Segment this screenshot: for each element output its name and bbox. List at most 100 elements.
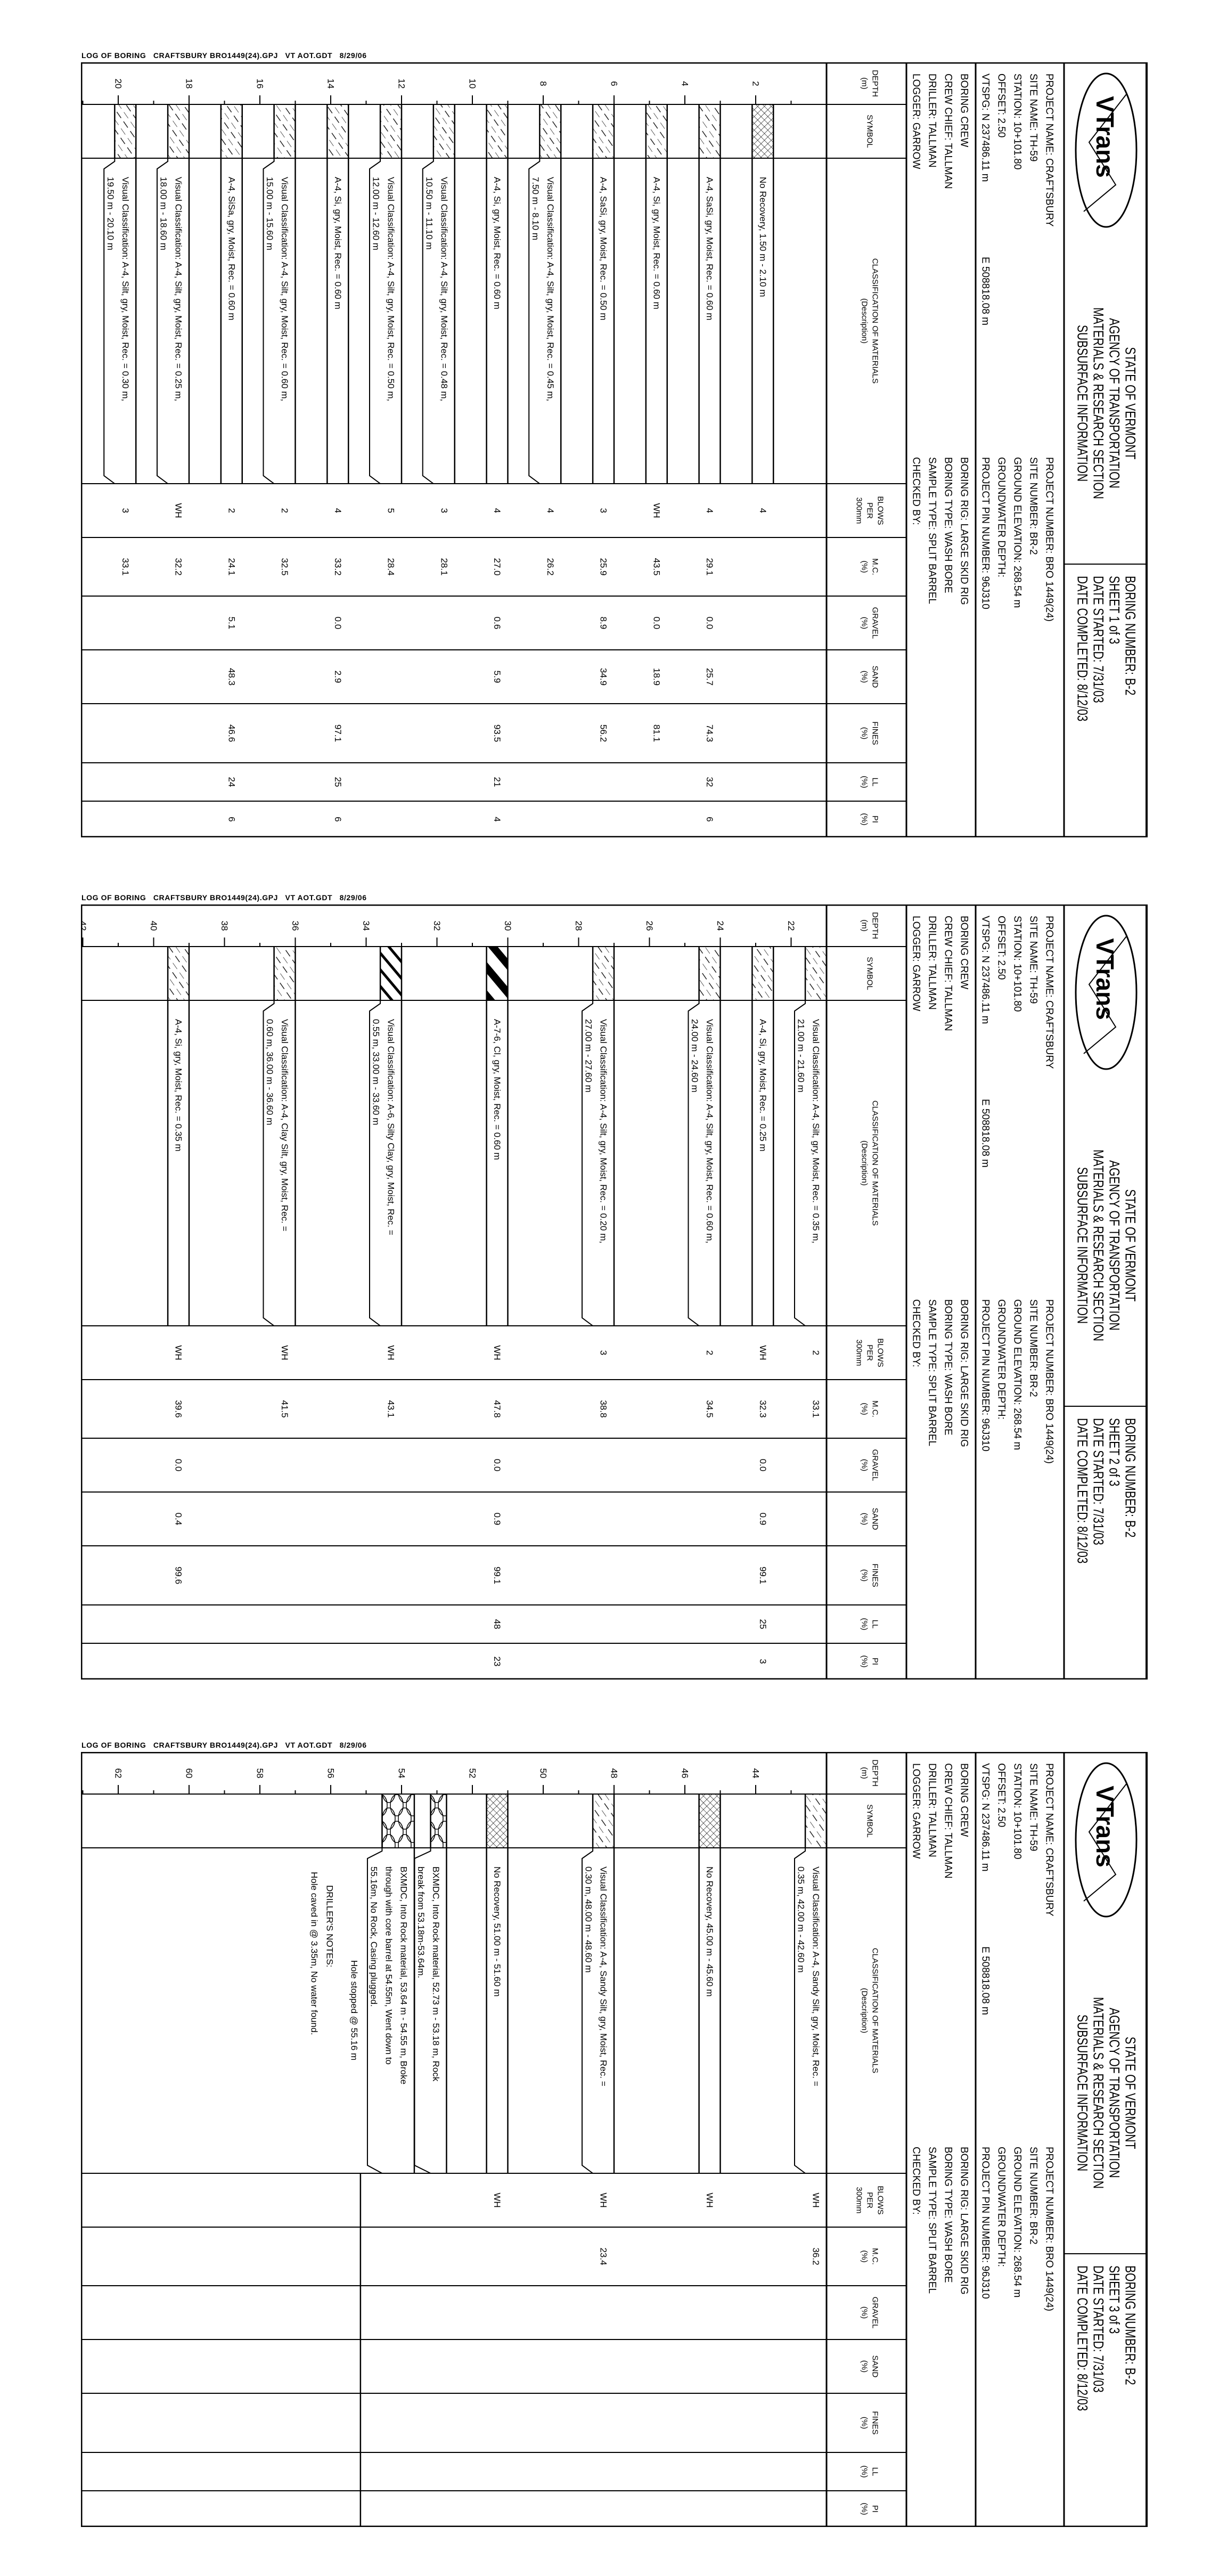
vtspg-easting: E 508818.08 m	[980, 1099, 991, 1168]
agency-title-line: AGENCY OF TRANSPORTATION	[1106, 318, 1122, 488]
sample-interval: A-4, Si, gry, Moist, Rec. = 0.60 m WH 43.5…	[645, 104, 668, 742]
project-info-field: PROJECT NAME: CRAFTSBURY	[1044, 916, 1055, 1069]
sample-interval: No Recovery, 1.50 m - 2.10 m 4	[751, 104, 774, 513]
depth-label: 18	[184, 79, 194, 89]
project-info-field: PROJECT NAME: CRAFTSBURY	[1044, 74, 1055, 227]
lab-value-fines: 74.3	[705, 724, 715, 742]
project-info-field: PROJECT NAME: CRAFTSBURY	[1044, 1763, 1055, 1917]
agency-title-line: AGENCY OF TRANSPORTATION	[1106, 2008, 1122, 2178]
agency-title-line: MATERIALS & RESEARCH SECTION	[1090, 1150, 1106, 1341]
lab-value-mc: 32.5	[280, 558, 290, 575]
lab-value-blows: WH	[492, 1345, 502, 1360]
lab-value-blows: WH	[599, 2192, 609, 2207]
sample-description: 24.00 m - 24.60 m	[690, 1019, 700, 1093]
logo-wordmark: VTrans	[1091, 938, 1119, 1020]
lab-value-pi: 6	[705, 817, 715, 821]
sample-description: 12.00 m - 12.60 m	[371, 177, 381, 250]
sample-description: BXMDC, Into Rock material, 53.64 m - 54.…	[398, 1866, 408, 2084]
boring-number: BORING NUMBER: B-2	[1122, 576, 1138, 696]
project-info-field: GROUND ELEVATION: 268.54 m	[1012, 2147, 1023, 2297]
crew-info-field: BORING CREW	[959, 916, 970, 989]
no-recovery-symbol	[486, 1794, 508, 1848]
drillers-note: Hole caved in @ 3.35m, No water found.	[309, 1872, 320, 2035]
column-header-label: FINES	[871, 1563, 880, 1587]
depth-label: 20	[113, 79, 124, 89]
crew-info-field: CREW CHIEF: TALLMAN	[943, 916, 954, 1031]
column-header-label: (%)	[860, 1569, 869, 1582]
clay-symbol	[486, 947, 508, 1000]
sheet-number: SHEET 2 of 3	[1106, 1418, 1122, 1486]
sample-description: 27.00 m - 27.60 m	[584, 1019, 594, 1093]
lab-value-blows: 5	[386, 508, 396, 513]
description-bracket	[103, 158, 116, 484]
lab-value-blows: WH	[492, 2192, 502, 2207]
silt-symbol	[645, 104, 667, 158]
vtspg-easting: E 508818.08 m	[980, 257, 991, 325]
lab-value-blows: 2	[811, 1350, 821, 1355]
column-header-label: SAND	[871, 2355, 880, 2378]
lab-value-gravel: 0.0	[174, 1459, 184, 1472]
lab-value-pi: 6	[226, 817, 236, 821]
depth-label: 22	[786, 921, 796, 931]
boring-log-sheet: VTrans STATE OF VERMONT AGENCY OF TRANSPOR…	[81, 904, 1148, 1680]
no-recovery-symbol	[699, 1794, 721, 1848]
column-header-label: (%)	[860, 2360, 869, 2373]
crew-info-field: CHECKED BY:	[911, 1299, 922, 1367]
lab-value-gravel: 0.0	[758, 1459, 768, 1472]
project-info-field: STATION: 10+101.80	[1012, 916, 1023, 1012]
lab-value-sand: 5.9	[492, 671, 502, 683]
depth-label: 8	[538, 81, 549, 86]
column-header-label: CLASSIFICATION OF MATERIALS	[871, 1100, 880, 1226]
column-header-label: PER	[865, 502, 874, 519]
lab-value-gravel: 0.0	[333, 617, 343, 630]
lab-value-blows: WH	[386, 1345, 396, 1360]
sample-interval: Visual Classification: A-4, Silt, gry, M…	[422, 104, 455, 576]
agency-title-line: SUBSURFACE INFORMATION	[1074, 325, 1090, 482]
column-header-label: GRAVEL	[871, 607, 880, 639]
column-header-label: LL	[871, 1620, 880, 1629]
lab-value-ll: 32	[705, 777, 715, 787]
silt-symbol	[380, 104, 402, 158]
sample-description: break from 53.18m-53.64m.	[416, 1866, 426, 1978]
project-info-field: PROJECT NUMBER: BRO 1449(24)	[1044, 457, 1055, 622]
project-info-field: PROJECT PIN NUMBER: 96J310	[980, 2147, 991, 2299]
sample-description: Visual Classification: A-6, Silty Clay, …	[386, 1019, 396, 1235]
project-info-field: SITE NAME: TH-59	[1028, 916, 1039, 1004]
sample-interval: Visual Classification: A-4, Sandy Silt, …	[582, 1794, 615, 2265]
vtrans-logo: VTrans	[1075, 915, 1138, 1070]
depth-label: 48	[609, 1768, 619, 1779]
drillers-note: Hole stopped @ 55.16 m	[349, 1960, 359, 2060]
drillers-note: DRILLER'S NOTES:	[325, 1885, 335, 1967]
sample-description: A-4, Si, gry, Moist, Rec. = 0.25 m	[758, 1019, 768, 1152]
description-bracket	[688, 1000, 700, 1326]
sample-interval: Visual Classification: A-6, Silty Clay, …	[369, 947, 403, 1418]
sample-interval: Visual Classification: A-4, Silt, gry, M…	[157, 104, 190, 576]
sample-interval: Visual Classification: A-4, Clay Silt, g…	[263, 947, 296, 1418]
depth-label: 32	[432, 921, 442, 931]
column-header-label: SYMBOL	[865, 115, 874, 148]
sample-interval: No Recovery, 51.00 m - 51.60 m WH	[486, 1794, 509, 2208]
silt-symbol	[274, 104, 296, 158]
column-header-label: (Description)	[860, 1988, 869, 2033]
column-header-label: (%)	[860, 2250, 869, 2262]
lab-value-sand: 0.4	[174, 1513, 184, 1526]
sample-interval: Visual Classification: A-4, Silt, gry, M…	[688, 947, 721, 1418]
lab-value-blows: 2	[705, 1350, 715, 1355]
sample-description: A-4, Si, gry, Moist, Rec. = 0.35 m	[174, 1019, 184, 1152]
depth-label: 58	[255, 1768, 265, 1779]
sample-interval: A-4, Si, gry, Moist, Rec. = 0.60 m 4 33.2 0…	[326, 104, 349, 822]
column-header-label: M.C.	[871, 1400, 880, 1417]
lab-value-sand: 2.9	[333, 671, 343, 683]
column-header-label: PER	[865, 1344, 874, 1361]
crew-info-field: BORING RIG: LARGE SKID RIG	[959, 457, 970, 605]
crew-info-field: LOGGER: GARROW	[911, 916, 922, 1012]
column-header-label: (m)	[860, 1767, 869, 1779]
no-recovery-symbol	[752, 104, 774, 158]
depth-label: 28	[574, 921, 584, 931]
lab-value-fines: 97.1	[333, 724, 343, 742]
silt-symbol	[168, 104, 189, 158]
sample-interval: Visual Classification: A-4, Silt, gry, M…	[263, 104, 296, 576]
lab-value-blows: 3	[599, 508, 609, 513]
lab-value-mc: 32.2	[174, 558, 184, 575]
lab-value-gravel: 5.1	[226, 617, 236, 630]
